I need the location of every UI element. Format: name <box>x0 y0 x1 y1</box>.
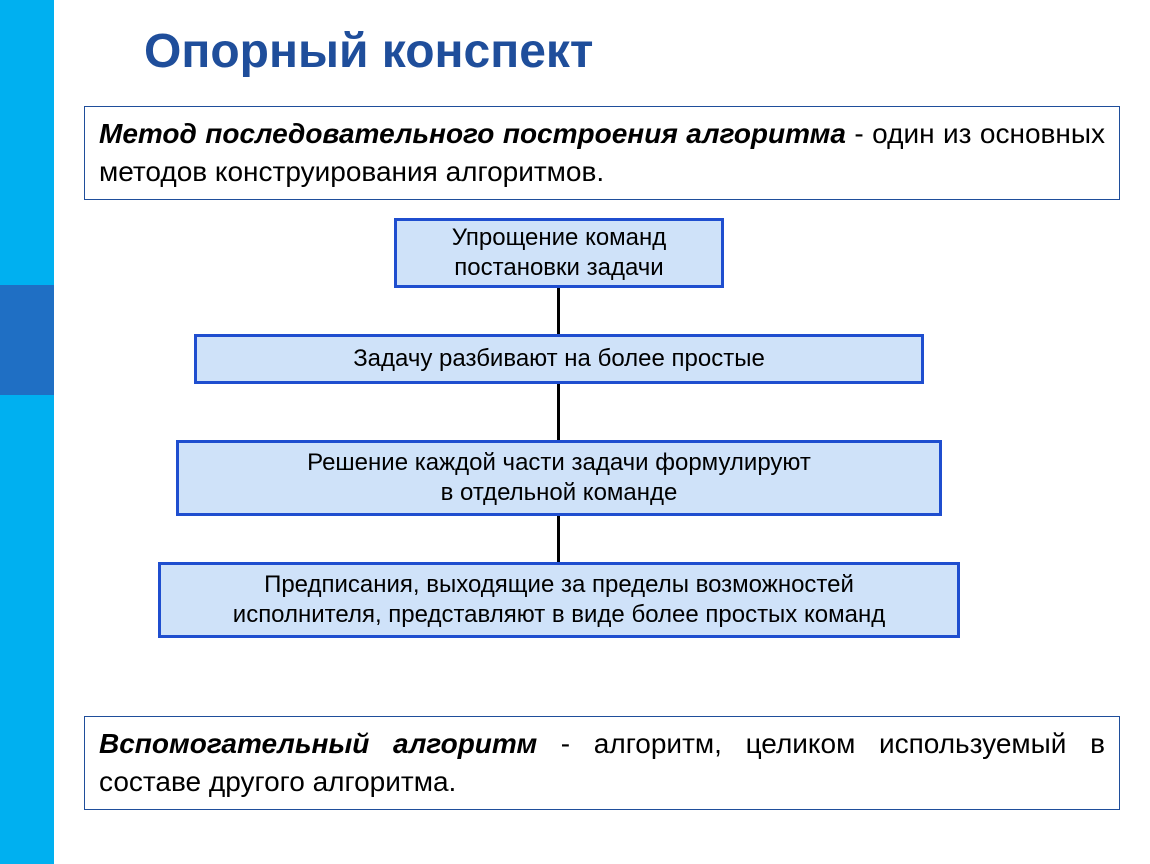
definition-bottom-term: Вспомогательный алгоритм <box>99 728 537 759</box>
flow-node-line: Задачу разбивают на более простые <box>353 344 765 374</box>
flow-connector <box>557 288 560 334</box>
flow-node-line: исполнителя, представляют в виде более п… <box>233 600 885 630</box>
flow-node: Решение каждой части задачи формулируютв… <box>176 440 942 516</box>
definition-box-bottom: Вспомогательный алгоритм - алгоритм, цел… <box>84 716 1120 810</box>
flow-connector <box>557 384 560 440</box>
flow-node: Предписания, выходящие за пределы возмож… <box>158 562 960 638</box>
flow-node-line: Решение каждой части задачи формулируют <box>307 448 811 478</box>
flow-node: Упрощение командпостановки задачи <box>394 218 724 288</box>
left-accent-bar <box>0 0 54 864</box>
flow-node-line: в отдельной команде <box>441 478 678 508</box>
flow-node-line: Предписания, выходящие за пределы возмож… <box>264 570 854 600</box>
slide-content: Опорный конспект Метод последовательного… <box>54 0 1150 864</box>
flow-node-line: Упрощение команд <box>452 223 667 253</box>
flow-node: Задачу разбивают на более простые <box>194 334 924 384</box>
flow-connector <box>557 516 560 562</box>
left-accent-block <box>0 285 54 395</box>
flow-node-line: постановки задачи <box>454 253 663 283</box>
